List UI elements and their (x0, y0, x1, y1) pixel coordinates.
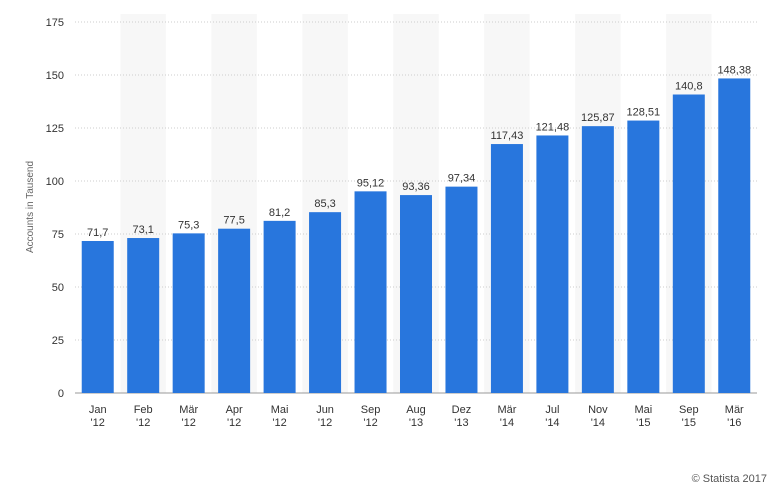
x-tick-label-year: '14 (591, 417, 605, 429)
data-label: 140,8 (675, 81, 703, 93)
x-tick-label-year: '12 (91, 417, 105, 429)
bar (490, 144, 523, 393)
x-tick-label-year: '12 (272, 417, 286, 429)
y-tick-label: 75 (52, 229, 64, 241)
bar (627, 120, 660, 393)
data-label: 73,1 (132, 224, 153, 236)
x-tick-label: Dez (452, 404, 472, 416)
x-tick-label-year: '12 (227, 417, 241, 429)
bar (445, 186, 478, 393)
x-tick-label-year: '13 (454, 417, 468, 429)
data-label: 71,7 (87, 227, 108, 239)
x-tick-label: Aug (406, 404, 426, 416)
x-tick-label-year: '12 (318, 417, 332, 429)
bar (309, 212, 342, 393)
x-tick-label-year: '12 (363, 417, 377, 429)
bar (536, 135, 569, 393)
x-tick-label: Apr (226, 404, 243, 416)
bar (127, 238, 160, 393)
x-tick-label: Mär (725, 404, 744, 416)
x-tick-label: Feb (134, 404, 153, 416)
data-label: 81,2 (269, 207, 290, 219)
data-label: 95,12 (357, 177, 385, 189)
y-tick-label: 175 (46, 17, 64, 29)
data-label: 128,51 (627, 107, 661, 119)
data-labels: 71,7 73,1 75,3 77,5 81,2 85,3 95,12 93,36 97,34 1… (87, 64, 751, 239)
bar (672, 94, 705, 393)
bars (81, 78, 751, 394)
data-label: 77,5 (223, 215, 244, 227)
bar (581, 126, 614, 393)
x-tick-label: Mär (179, 404, 198, 416)
data-label: 121,48 (536, 121, 570, 133)
y-axis-label: Accounts in Tausend (25, 161, 36, 253)
x-tick-label-year: '14 (500, 417, 514, 429)
y-tick-label: 150 (46, 70, 64, 82)
x-tick-label-year: '15 (682, 417, 696, 429)
x-tick-label: Sep (679, 404, 699, 416)
x-tick-label-year: '15 (636, 417, 650, 429)
data-label: 148,38 (717, 64, 751, 76)
x-axis-ticks: Jan'12Feb'12Mär'12Apr'12Mai'12Jun'12Sep'… (89, 404, 744, 429)
y-tick-label: 25 (52, 335, 64, 347)
y-axis-ticks: 0 25 50 75 100 125 150 175 (46, 17, 64, 400)
bar (718, 78, 751, 394)
data-label: 85,3 (314, 198, 335, 210)
x-tick-label-year: '12 (181, 417, 195, 429)
bar (263, 220, 296, 393)
bar (354, 191, 387, 393)
x-tick-label-year: '13 (409, 417, 423, 429)
source-credit: © Statista 2017 (691, 473, 767, 485)
x-tick-label-year: '14 (545, 417, 559, 429)
data-label: 75,3 (178, 219, 199, 231)
x-tick-label: Jul (545, 404, 559, 416)
bar (400, 195, 432, 393)
bar (218, 228, 251, 393)
x-tick-label-year: '12 (136, 417, 150, 429)
bar (172, 233, 205, 393)
data-label: 125,87 (581, 112, 615, 124)
x-tick-label: Sep (361, 404, 381, 416)
y-tick-label: 50 (52, 282, 64, 294)
x-tick-label: Mär (497, 404, 516, 416)
data-label: 93,36 (402, 181, 430, 193)
bar (81, 240, 114, 393)
data-label: 117,43 (491, 130, 524, 142)
y-tick-label: 125 (46, 123, 64, 135)
data-label: 97,34 (448, 173, 476, 185)
y-tick-label: 0 (58, 388, 64, 400)
x-tick-label-year: '16 (727, 417, 741, 429)
x-tick-label: Jan (89, 404, 107, 416)
x-tick-label: Mai (271, 404, 289, 416)
y-tick-label: 100 (46, 176, 64, 188)
x-tick-label: Mai (634, 404, 652, 416)
x-tick-label: Jun (316, 404, 334, 416)
x-tick-label: Nov (588, 404, 608, 416)
